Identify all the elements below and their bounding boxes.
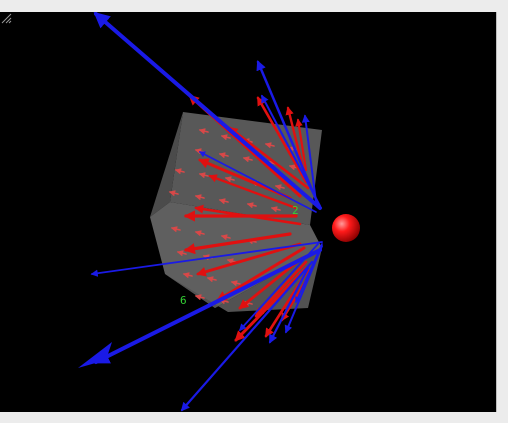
field-line: [284, 245, 323, 334]
field-arrow: [256, 96, 308, 184]
field-line: [90, 241, 323, 277]
surface-arrow: [274, 184, 285, 191]
axis-label-b: 6: [180, 294, 187, 307]
cube-face-front: [150, 202, 322, 308]
surface-arrow: [224, 176, 235, 183]
surface-arrow: [242, 156, 253, 163]
surface-arrow: [218, 152, 229, 159]
surface-arrow: [194, 294, 205, 301]
surface-arrow: [264, 142, 275, 149]
surface-arrow: [220, 234, 231, 241]
field-line: [93, 248, 322, 364]
surface-arrow: [174, 168, 185, 175]
field-arrow: [285, 106, 306, 174]
cube-face-left: [150, 112, 183, 217]
surface-arrow: [182, 272, 193, 279]
field-arrow: [295, 118, 308, 172]
surface-arrow: [198, 172, 209, 179]
field-line: [256, 60, 320, 206]
field-line: [198, 151, 317, 213]
surface-arrow: [168, 190, 179, 197]
field-arrow: [228, 126, 310, 190]
scene-canvas[interactable]: [0, 12, 496, 412]
surface-arrow: [218, 198, 229, 205]
field-line: [295, 243, 323, 304]
field-arrow: [208, 174, 298, 210]
surface-arrow: [194, 230, 205, 237]
surface-arrow: [230, 280, 241, 287]
field-arrow: [183, 232, 292, 255]
field-line: [239, 243, 319, 332]
field-line: [180, 260, 314, 412]
surface-arrow: [226, 258, 237, 265]
resize-grip-icon[interactable]: [0, 12, 12, 24]
blue-arrowhead-large: [78, 342, 112, 368]
surface-arrow: [220, 134, 231, 141]
3d-viewport[interactable]: 2 6: [0, 12, 497, 412]
field-arrow: [196, 242, 302, 277]
surface-arrow: [246, 202, 257, 209]
surface-arrow: [270, 206, 281, 213]
field-line: [261, 94, 321, 207]
surface-arrow: [198, 128, 209, 135]
field-line: [268, 266, 310, 344]
field-line: [93, 12, 322, 210]
surface-arrow: [170, 226, 181, 233]
field-arrow: [254, 260, 308, 318]
field-arrow: [234, 266, 308, 342]
surface-arrow: [206, 276, 217, 283]
field-lines: [90, 12, 323, 412]
axis-label-a: 2: [292, 204, 299, 217]
field-arrow: [194, 204, 302, 226]
field-line: [301, 114, 317, 203]
charge-sphere[interactable]: [332, 214, 360, 242]
surface-arrow: [194, 194, 205, 201]
field-arrow: [216, 246, 306, 302]
